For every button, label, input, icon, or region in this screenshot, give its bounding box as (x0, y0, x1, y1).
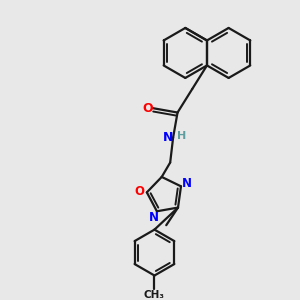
Text: O: O (142, 102, 153, 115)
Text: O: O (135, 185, 145, 198)
Text: N: N (182, 176, 192, 190)
Text: CH₃: CH₃ (144, 290, 165, 300)
Text: H: H (177, 131, 187, 141)
Text: N: N (149, 211, 159, 224)
Text: N: N (163, 131, 173, 144)
